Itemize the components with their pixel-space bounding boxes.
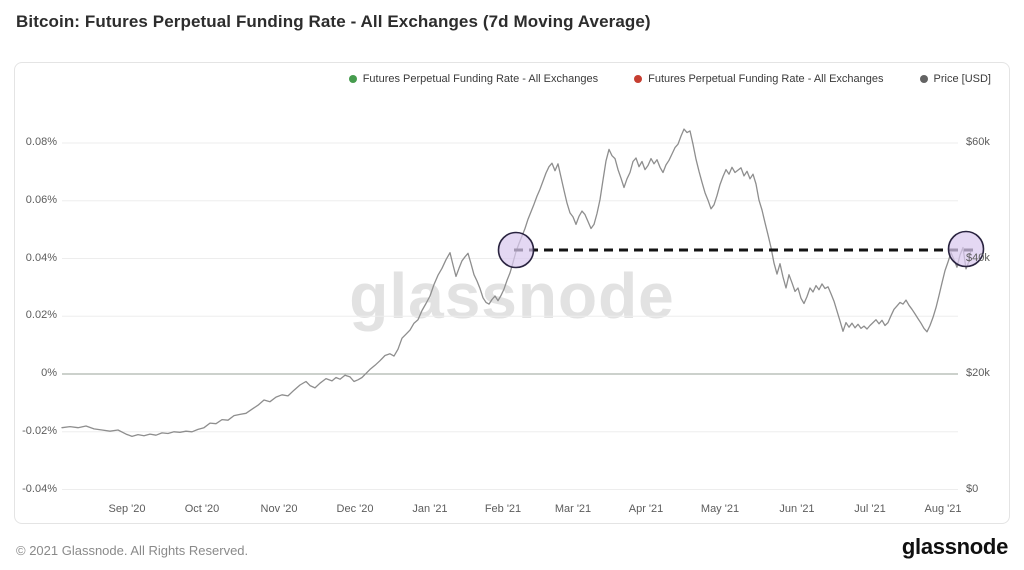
annotation-circle[interactable]	[497, 231, 535, 269]
x-axis-label: Mar '21	[554, 503, 592, 515]
legend-item-funding-negative[interactable]: Futures Perpetual Funding Rate - All Exc…	[634, 73, 884, 85]
legend-item-funding-positive[interactable]: Futures Perpetual Funding Rate - All Exc…	[348, 73, 599, 85]
y-axis-label-left: 0.06%	[25, 193, 57, 206]
x-axis-label: Sep '20	[108, 503, 146, 515]
x-axis-label: Jul '21	[854, 503, 886, 515]
y-axis-label-left: 0.08%	[25, 136, 57, 148]
x-axis-label: Dec '20	[336, 503, 374, 515]
x-axis-label: Jan '21	[412, 503, 448, 515]
y-axis-label-right: $20k	[966, 367, 990, 379]
legend-label: Futures Perpetual Funding Rate - All Exc…	[648, 73, 884, 85]
legend-dot-red-icon	[634, 75, 643, 83]
x-axis-label: Oct '20	[184, 503, 220, 515]
chart-legend: Futures Perpetual Funding Rate - All Exc…	[348, 73, 991, 85]
y-axis-label-left: 0.04%	[25, 251, 57, 264]
y-axis-label-left: 0.02%	[25, 309, 57, 322]
annotation-circle[interactable]	[947, 230, 985, 268]
legend-dot-gray-icon	[919, 75, 928, 83]
page-title: Bitcoin: Futures Perpetual Funding Rate …	[16, 12, 651, 31]
legend-label: Futures Perpetual Funding Rate - All Exc…	[362, 73, 599, 85]
y-axis-label-right: $40k	[966, 251, 990, 264]
y-axis-label-left: 0%	[41, 367, 57, 379]
y-axis-label-right: $60k	[966, 136, 990, 148]
legend-label: Price [USD]	[933, 73, 991, 85]
x-axis-label: May '21	[700, 503, 740, 515]
price-line	[61, 128, 972, 438]
x-axis-label: Nov '20	[260, 503, 298, 515]
y-axis-label-right: $0	[966, 482, 979, 495]
legend-dot-green-icon	[348, 75, 357, 83]
copyright: © 2021 Glassnode. All Rights Reserved.	[16, 543, 249, 558]
x-axis-label: Apr '21	[628, 503, 664, 515]
x-axis-label: Jun '21	[779, 503, 815, 515]
x-axis-label: Feb '21	[484, 503, 522, 515]
legend-item-price[interactable]: Price [USD]	[919, 73, 991, 85]
y-axis-label-left: -0.02%	[22, 424, 57, 437]
y-axis-label-left: -0.04%	[22, 482, 57, 495]
glassnode-logo[interactable]: glassnode	[901, 534, 1008, 559]
x-axis-label: Aug '21	[924, 503, 962, 515]
